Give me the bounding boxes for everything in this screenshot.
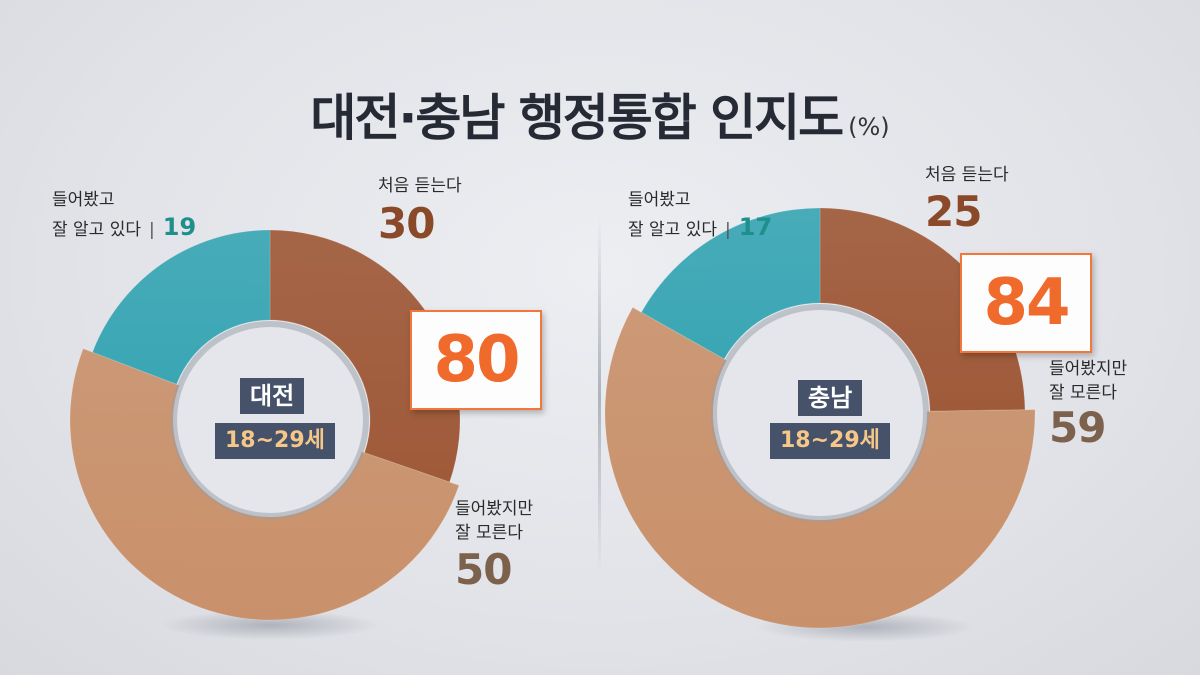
- donut-slice-aware: [640, 207, 821, 360]
- unsure-label-line1: 들어봤지만: [1049, 359, 1128, 379]
- aware-value: 17: [738, 213, 773, 241]
- unsure-value: 50: [455, 545, 512, 594]
- donut-chart-chungnam: [604, 207, 1036, 629]
- aware-label-line2: 잘 알고 있다 | 17: [628, 214, 772, 243]
- total-aware-box: 84: [960, 253, 1092, 353]
- unsure-label-line2: 잘 모른다: [1049, 383, 1117, 403]
- total-aware-box: 80: [410, 310, 542, 410]
- aware-label-line1: 들어봤고: [628, 190, 691, 210]
- total-aware-value: 84: [983, 266, 1070, 340]
- donut-slice-first-time: [819, 207, 1026, 412]
- center-age-label: 18~29세: [770, 423, 890, 459]
- donut-panel-chungnam: 들어봤고 잘 알고 있다 | 17 처음 듣는다 25 84 들어봤지만 잘 모른다…: [600, 0, 1200, 675]
- unsure-label-line1: 들어봤지만: [455, 499, 534, 519]
- donut-hole: [171, 321, 369, 519]
- center-age-label: 18~29세: [215, 423, 335, 459]
- first-time-label: 처음 듣는다: [925, 165, 1009, 185]
- donut-slice-first-time: [269, 229, 461, 483]
- aware-label-line1: 들어봤고: [52, 190, 115, 210]
- first-time-value: 25: [925, 187, 982, 236]
- aware-separator: |: [725, 220, 731, 240]
- aware-separator: |: [149, 220, 155, 240]
- donut-slice-aware: [91, 229, 271, 385]
- donut-panel-daejeon: 들어봤고 잘 알고 있다 | 19 처음 듣는다 30 80 들어봤지만 잘 모른다…: [52, 176, 542, 640]
- title-text: 대전·충남 행정통합 인지도: [310, 89, 844, 147]
- panel-divider: [598, 215, 601, 575]
- aware-label-line2: 잘 알고 있다 | 19: [52, 214, 196, 243]
- aware-label-text: 잘 알고 있다: [628, 220, 718, 240]
- unsure-label-line2: 잘 모른다: [455, 523, 523, 543]
- first-time-value: 30: [378, 199, 435, 248]
- title-unit: (%): [848, 113, 890, 141]
- unsure-value: 59: [1049, 403, 1106, 452]
- total-aware-value: 80: [433, 323, 520, 397]
- center-region-label: 충남: [798, 380, 863, 416]
- donut-chart-daejeon: [69, 229, 461, 621]
- first-time-label: 처음 듣는다: [378, 176, 462, 196]
- aware-value: 19: [162, 213, 197, 241]
- aware-label-text: 잘 알고 있다: [52, 220, 142, 240]
- center-region-label: 대전: [240, 378, 305, 414]
- chart-title: 대전·충남 행정통합 인지도 (%): [0, 78, 1200, 150]
